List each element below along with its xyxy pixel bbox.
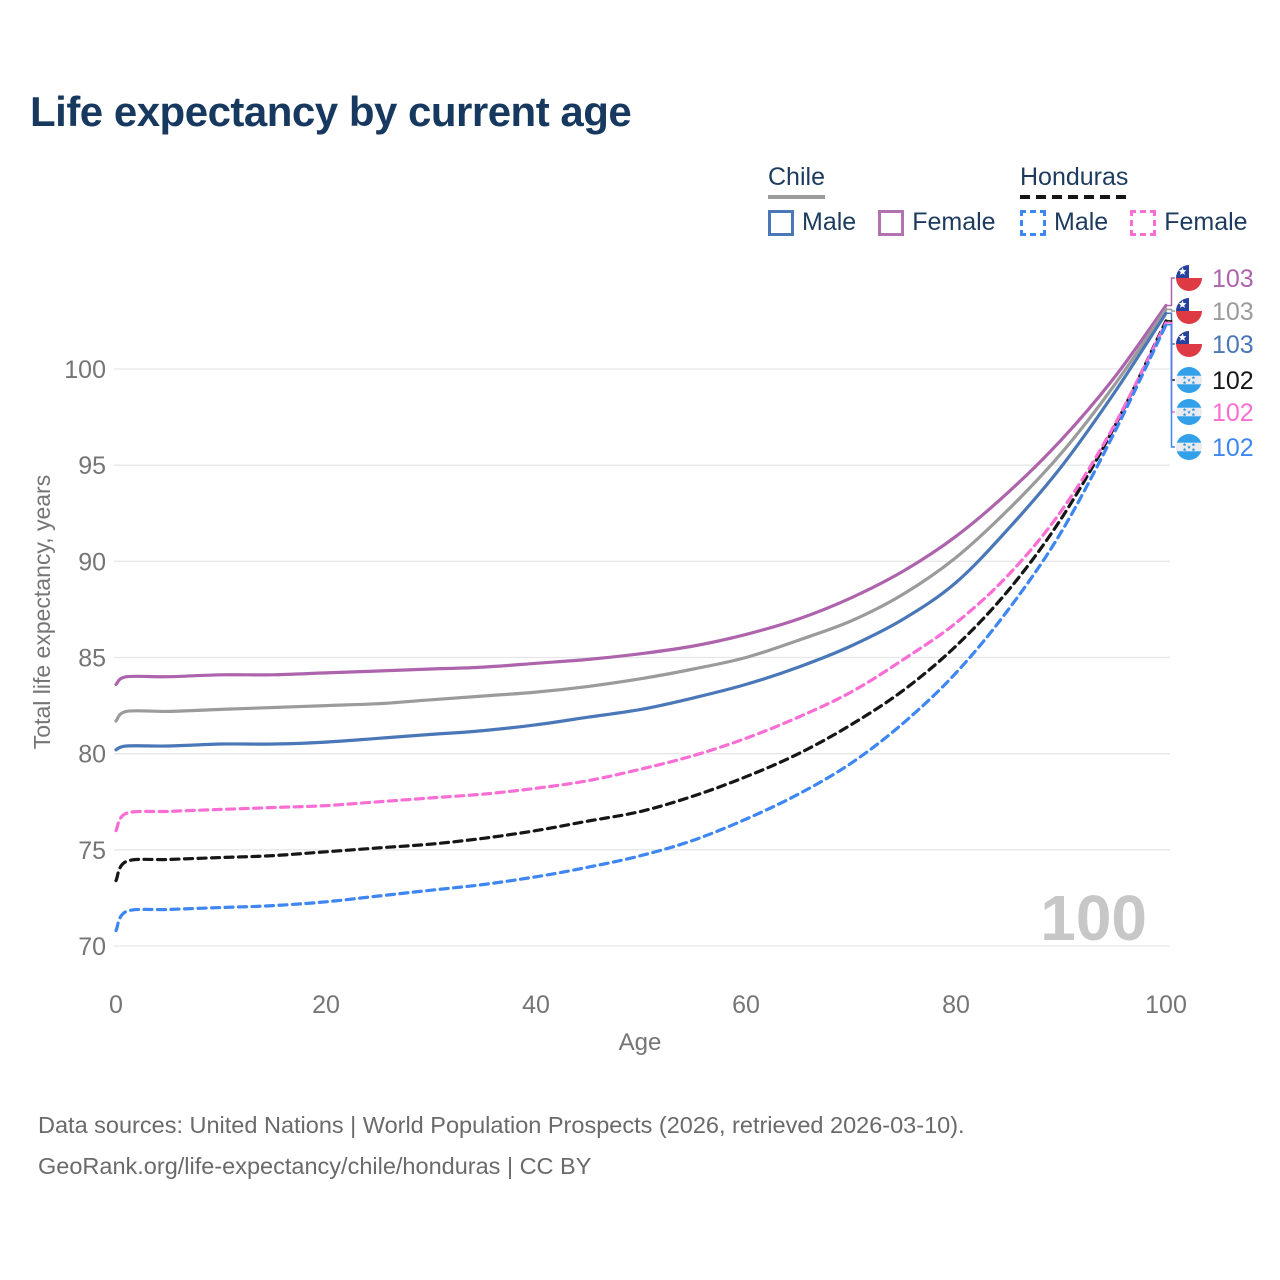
x-tick-label: 60 — [732, 991, 760, 1019]
line-honduras-male — [114, 323, 1168, 933]
y-tick-label: 95 — [78, 452, 106, 480]
y-tick-labels: 70 75 80 85 90 95 100 — [64, 356, 106, 961]
chile-flag-icon — [1176, 298, 1202, 324]
y-tick-label: 100 — [64, 356, 106, 384]
dashed-line-style-swatch — [1020, 195, 1129, 199]
leader-line-chile-both-sexes — [1166, 308, 1175, 312]
legend-group-chile: Chile Male Female — [768, 163, 996, 237]
line-honduras-both-sexes — [114, 319, 1168, 883]
leader-line-honduras-female — [1166, 322, 1175, 413]
legend-item-chile-male[interactable]: Male — [768, 208, 856, 237]
end-label-value-honduras-both-sexes: 102 — [1212, 367, 1254, 395]
x-axis-title: Age — [619, 1029, 662, 1056]
page-title: Life expectancy by current age — [30, 88, 632, 135]
line-chile-female — [114, 303, 1168, 686]
end-label-value-chile-female: 103 — [1212, 265, 1254, 293]
legend-swatch-honduras-female[interactable] — [1130, 209, 1157, 236]
footer-source-line: Data sources: United Nations | World Pop… — [38, 1112, 965, 1138]
solid-line-style-swatch — [768, 195, 825, 199]
legend-group-header-chile: Chile — [768, 163, 825, 199]
chile-flag-icon — [1176, 265, 1202, 291]
y-tick-label: 90 — [78, 548, 106, 576]
y-tick-label: 75 — [78, 837, 106, 865]
y-tick-label: 80 — [78, 741, 106, 769]
x-tick-label: 40 — [522, 991, 550, 1019]
end-label-value-honduras-male: 102 — [1212, 434, 1254, 462]
line-chile-male — [114, 311, 1168, 752]
honduras-flag-icon — [1176, 399, 1202, 425]
leader-line-honduras-male — [1166, 324, 1175, 448]
line-chile-both-sexes — [114, 307, 1168, 723]
leader-line-honduras-both-sexes — [1166, 320, 1175, 381]
end-label-value-honduras-female: 102 — [1212, 399, 1254, 427]
legend-item-honduras-male[interactable]: Male — [1020, 208, 1108, 237]
x-tick-label: 20 — [312, 991, 340, 1019]
legend-item-chile-female[interactable]: Female — [878, 208, 996, 237]
x-tick-labels: 0 20 40 60 80 100 — [109, 991, 1187, 1019]
leader-line-chile-male — [1166, 312, 1175, 345]
end-labels: 103 103 103 102 102 102 — [1166, 265, 1254, 462]
x-tick-label: 0 — [109, 991, 123, 1019]
y-tick-label: 70 — [78, 933, 106, 961]
legend-swatch-chile-male[interactable] — [768, 209, 794, 236]
x-tick-label: 80 — [942, 991, 970, 1019]
y-tick-label: 85 — [78, 645, 106, 673]
legend-group-label: Honduras — [1020, 163, 1129, 191]
footer-url-line: GeoRank.org/life-expectancy/chile/hondur… — [38, 1153, 592, 1179]
series-lines — [114, 303, 1168, 933]
legend-swatch-honduras-male[interactable] — [1020, 209, 1046, 236]
legend-group-honduras: Honduras Male Female — [1020, 163, 1248, 237]
legend-swatch-chile-female[interactable] — [878, 209, 905, 236]
leader-line-chile-female — [1166, 277, 1175, 307]
legend-item-label: Female — [912, 208, 996, 236]
honduras-flag-icon — [1176, 434, 1202, 460]
legend-group-label: Chile — [768, 163, 825, 191]
y-axis-title: Total life expectancy, years — [29, 475, 55, 749]
legend-group-header-honduras: Honduras — [1020, 163, 1129, 199]
x-tick-label: 100 — [1145, 991, 1187, 1019]
line-honduras-female — [114, 321, 1168, 833]
end-label-value-chile-both-sexes: 103 — [1212, 298, 1254, 326]
honduras-flag-icon — [1176, 367, 1202, 393]
legend-item-label: Female — [1164, 208, 1248, 236]
age-watermark: 100 — [1040, 882, 1147, 954]
footer: Data sources: United Nations | World Pop… — [38, 1105, 965, 1187]
legend-item-label: Male — [802, 208, 857, 236]
chile-flag-icon — [1176, 331, 1202, 357]
legend-item-label: Male — [1054, 208, 1109, 236]
gridlines — [114, 368, 1170, 947]
end-label-value-chile-male: 103 — [1212, 331, 1254, 359]
legend-item-honduras-female[interactable]: Female — [1130, 208, 1248, 237]
